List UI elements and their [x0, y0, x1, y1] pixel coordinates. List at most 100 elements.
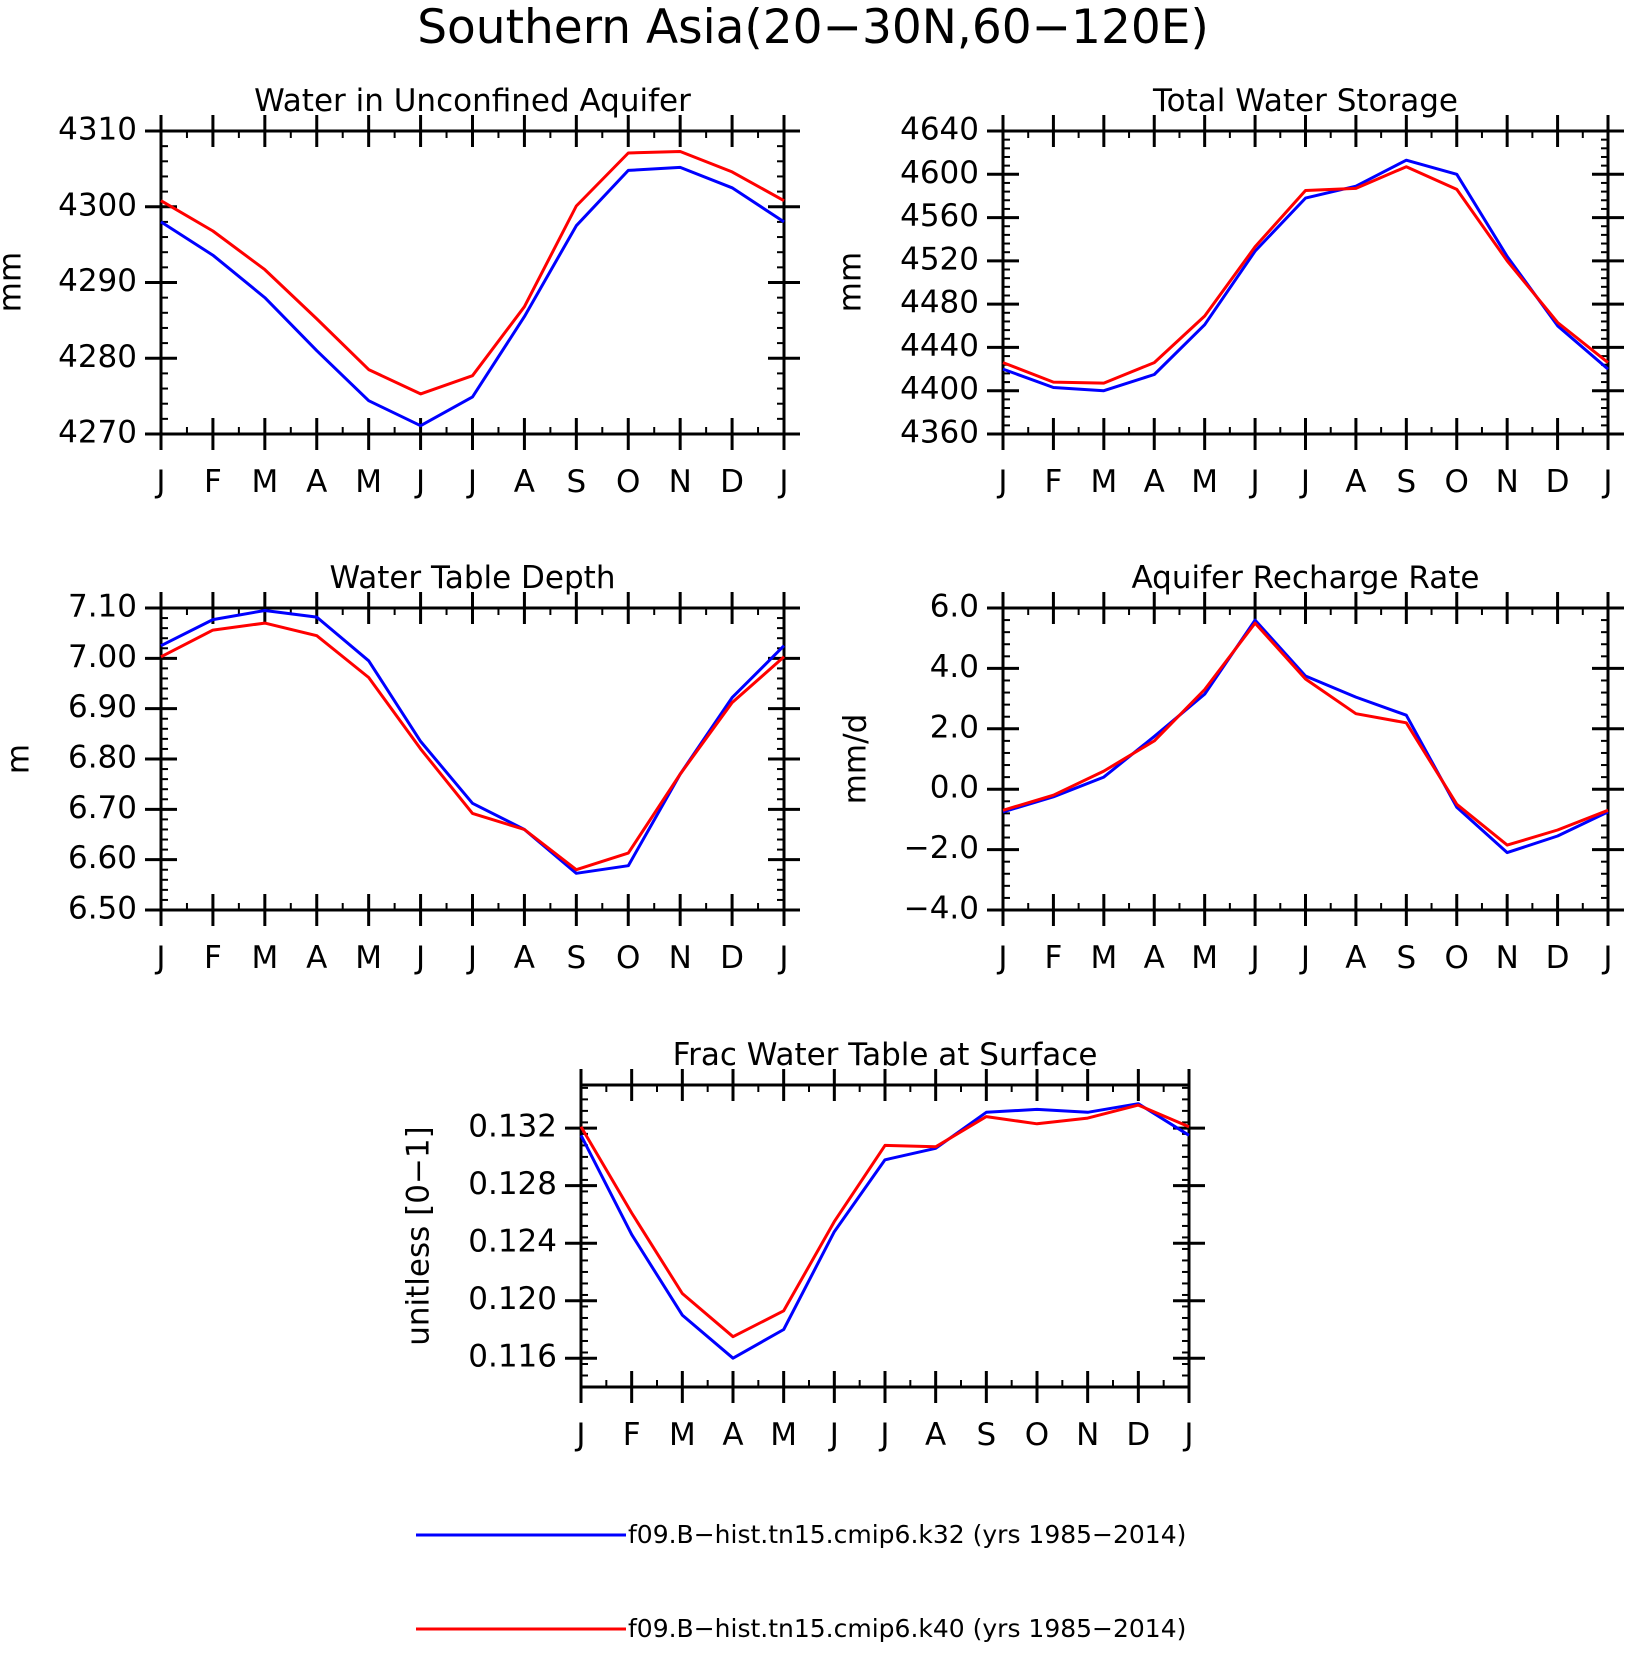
x-tick-label: D — [1546, 464, 1570, 500]
x-tick-label: N — [669, 940, 692, 976]
x-tick-label: D — [1546, 940, 1570, 976]
y-tick-label: 0.132 — [468, 1109, 557, 1145]
x-tick-label: J — [466, 940, 477, 976]
x-tick-label: S — [566, 940, 586, 976]
x-tick-label: J — [878, 1417, 889, 1453]
y-tick-label: 4440 — [900, 328, 979, 364]
x-tick-label: J — [414, 940, 425, 976]
x-tick-label: N — [1076, 1417, 1099, 1453]
chart-title: Water Table Depth — [330, 560, 616, 596]
x-tick-label: O — [1445, 940, 1469, 976]
y-tick-label: 6.90 — [68, 689, 137, 725]
x-tick-label: F — [623, 1417, 641, 1453]
x-tick-label: J — [1601, 940, 1612, 976]
x-tick-label: M — [669, 1417, 696, 1453]
x-tick-label: A — [1345, 464, 1366, 500]
plot-frame — [1001, 606, 1610, 912]
x-tick-label: F — [204, 940, 222, 976]
chart-panel-5: Frac Water Table at Surface unitless [0−1… — [401, 1037, 1205, 1453]
y-tick-label: 0.120 — [468, 1281, 557, 1317]
x-tick-label: J — [466, 464, 477, 500]
series-line-k32 — [160, 609, 786, 875]
x-tick-label: M — [1090, 464, 1117, 500]
y-tick-label: 4520 — [900, 241, 979, 277]
x-tick-label: S — [1396, 940, 1416, 976]
chart-title: Aquifer Recharge Rate — [1132, 560, 1480, 596]
y-tick-label: 4640 — [900, 112, 979, 148]
y-axis-label: m — [1, 744, 37, 774]
x-tick-label: D — [720, 464, 744, 500]
y-tick-label: 4360 — [900, 415, 979, 451]
y-tick-label: −2.0 — [904, 830, 979, 866]
x-tick-label: A — [514, 464, 535, 500]
y-axis-label: mm — [833, 252, 869, 312]
y-tick-label: 7.00 — [68, 639, 137, 675]
x-tick-label: J — [154, 940, 165, 976]
legend: f09.B−hist.tn15.cmip6.k32 (yrs 1985−2014… — [416, 1520, 1186, 1643]
x-tick-label: M — [251, 464, 278, 500]
plot-frame — [159, 129, 786, 436]
y-axis-label: mm/d — [838, 714, 874, 805]
x-tick-label: J — [777, 940, 788, 976]
y-tick-label: 6.80 — [68, 740, 137, 776]
chart-panel-2: Total Water Storage mm 4360 4400 4440 4480 452… — [833, 83, 1624, 500]
x-tick-label: S — [566, 464, 586, 500]
x-tick-label: F — [1044, 940, 1062, 976]
series-line-k32 — [579, 1102, 1190, 1360]
figure-title: Southern Asia(20−30N,60−120E) — [417, 0, 1209, 55]
y-tick-label: 0.124 — [468, 1224, 557, 1260]
x-tick-label: N — [1496, 464, 1519, 500]
y-tick-label: 4480 — [900, 285, 979, 321]
y-tick-label: 4560 — [900, 198, 979, 234]
x-tick-label: J — [1299, 940, 1310, 976]
y-tick-label: 4600 — [900, 155, 979, 191]
y-tick-label: 4310 — [58, 112, 137, 148]
x-tick-label: J — [996, 464, 1007, 500]
y-tick-label: 0.128 — [468, 1166, 557, 1202]
y-tick-label: 4300 — [58, 187, 137, 223]
series-line-k40 — [1002, 165, 1609, 385]
x-tick-label: M — [355, 940, 382, 976]
series-line-k32 — [1002, 618, 1609, 855]
x-tick-label: M — [355, 464, 382, 500]
series-line-k40 — [1002, 621, 1609, 847]
x-tick-label: M — [1191, 940, 1218, 976]
x-tick-label: A — [1345, 940, 1366, 976]
y-tick-label: 4290 — [58, 263, 137, 299]
plot-frame — [579, 1083, 1191, 1389]
x-tick-label: M — [770, 1417, 797, 1453]
y-tick-label: 6.0 — [930, 589, 979, 625]
x-tick-label: D — [1126, 1417, 1150, 1453]
y-tick-label: 4270 — [58, 415, 137, 451]
y-axis-label: unitless [0−1] — [401, 1126, 437, 1346]
x-tick-label: A — [722, 1417, 743, 1453]
y-tick-label: −4.0 — [904, 891, 979, 927]
x-tick-label: M — [1090, 940, 1117, 976]
x-tick-label: F — [204, 464, 222, 500]
plot-frame — [1001, 129, 1610, 436]
x-tick-label: J — [1601, 464, 1612, 500]
y-tick-label: 7.10 — [68, 589, 137, 625]
chart-title: Water in Unconfined Aquifer — [254, 83, 691, 119]
x-tick-label: N — [1496, 940, 1519, 976]
x-tick-label: J — [1182, 1417, 1193, 1453]
legend-label: f09.B−hist.tn15.cmip6.k40 (yrs 1985−2014… — [628, 1614, 1186, 1643]
legend-label: f09.B−hist.tn15.cmip6.k32 (yrs 1985−2014… — [628, 1520, 1186, 1549]
chart-panel-4: Aquifer Recharge Rate mm/d −4.0 −2.0 0.0 2.0 4… — [838, 560, 1624, 976]
x-tick-label: A — [1144, 940, 1165, 976]
x-tick-label: J — [1249, 464, 1260, 500]
y-tick-label: 6.60 — [68, 840, 137, 876]
y-tick-label: 4400 — [900, 371, 979, 407]
y-tick-label: 4280 — [58, 339, 137, 375]
x-tick-label: J — [777, 464, 788, 500]
y-tick-label: 0.0 — [930, 770, 979, 806]
series-line-k32 — [160, 165, 785, 428]
chart-panel-1: Water in Unconfined Aquifer mm 4270 4280 429… — [0, 83, 800, 500]
x-tick-label: J — [1249, 940, 1260, 976]
x-tick-label: J — [1299, 464, 1310, 500]
x-tick-label: J — [574, 1417, 585, 1453]
x-tick-label: S — [976, 1417, 996, 1453]
x-tick-label: J — [154, 464, 165, 500]
x-tick-label: O — [1445, 464, 1469, 500]
y-tick-label: 6.70 — [68, 790, 137, 826]
